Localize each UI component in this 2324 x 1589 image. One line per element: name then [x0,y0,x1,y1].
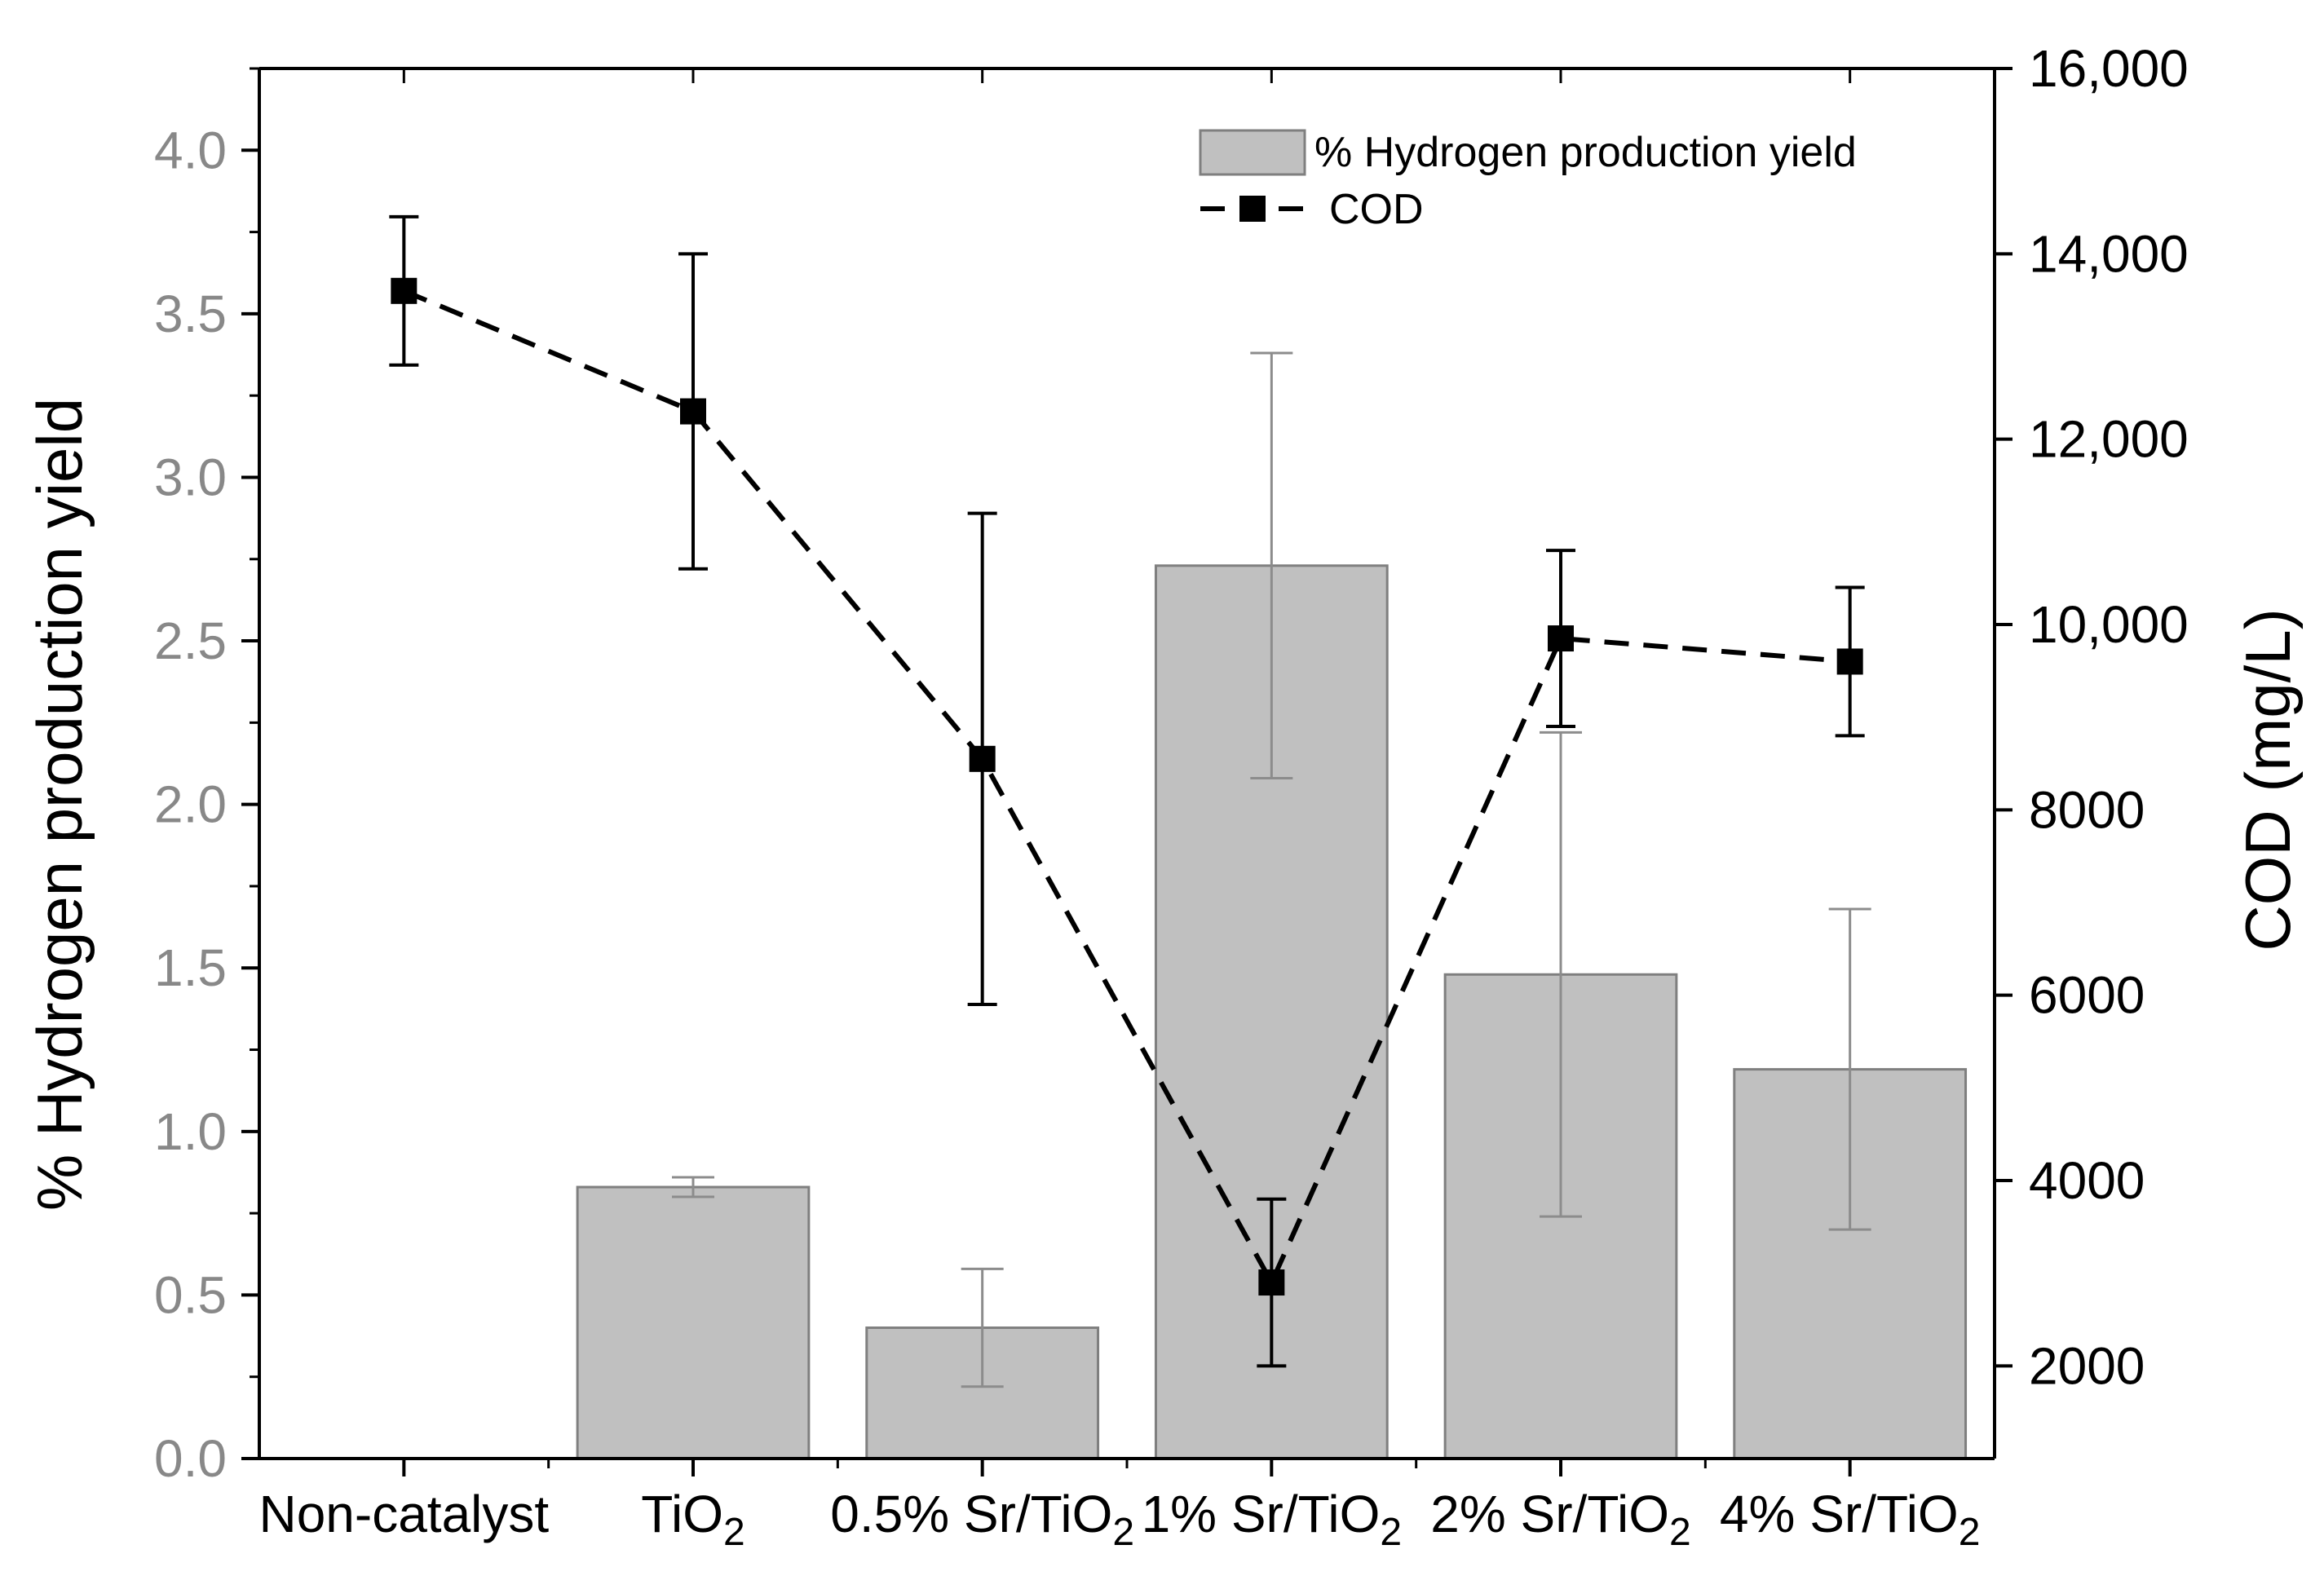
cod-line [403,289,1850,1288]
left-tick-label-7: 3.5 [154,285,227,343]
right-tick-label-4: 10,000 [2029,595,2189,654]
right-tick-label-6: 14,000 [2029,224,2189,283]
cod-point-4 [1548,625,1574,652]
x-tick-label-1: TiO2 [641,1485,744,1554]
bar-error-bars [672,351,1871,1388]
cod-series [389,214,1865,1368]
cod-point-3 [1258,1269,1285,1296]
left-tick-label-2: 1.0 [154,1102,227,1161]
x-tick-label-0: Non-catalyst [258,1485,549,1543]
legend-label-cod: COD [1329,186,1424,233]
left-tick-label-8: 4.0 [154,121,227,179]
axes: 0.0 0.5 1.0 1.5 2.0 2.5 3.0 3.5 4.0 2000 4000 6000 8… [24,39,2304,1554]
left-tick-label-3: 1.5 [154,938,227,997]
left-tick-label-0: 0.0 [154,1429,227,1488]
x-tick-label-4: 2% Sr/TiO2 [1430,1485,1690,1554]
legend-bar-swatch [1199,129,1306,176]
right-tick-label-5: 12,000 [2029,410,2189,469]
right-tick-label-3: 8000 [2029,780,2145,839]
bar-1 [576,1185,811,1460]
y-right-title: COD (mg/L) [2232,608,2304,951]
right-tick-label-2: 6000 [2029,966,2145,1025]
right-tick-label-0: 2000 [2029,1336,2145,1395]
legend: % Hydrogen production yield COD [1199,129,1857,233]
x-tick-label-3: 1% Sr/TiO2 [1142,1485,1402,1554]
cod-point-5 [1836,648,1863,675]
legend-marker-swatch [1239,196,1266,222]
left-tick-label-5: 2.5 [154,611,227,670]
right-tick-label-1: 4000 [2029,1151,2145,1210]
cod-point-1 [680,398,706,425]
y-left-title: % Hydrogen production yield [24,398,95,1211]
left-tick-label-1: 0.5 [154,1265,227,1324]
cod-point-0 [391,277,418,304]
cod-point-2 [969,745,996,772]
x-tick-label-2: 0.5% Sr/TiO2 [830,1485,1134,1554]
left-tick-label-6: 3.0 [154,448,227,506]
left-tick-label-4: 2.0 [154,775,227,834]
legend-label-yield: % Hydrogen production yield [1314,129,1857,176]
right-tick-label-7: 16,000 [2029,39,2189,98]
x-tick-label-5: 4% Sr/TiO2 [1720,1485,1980,1554]
